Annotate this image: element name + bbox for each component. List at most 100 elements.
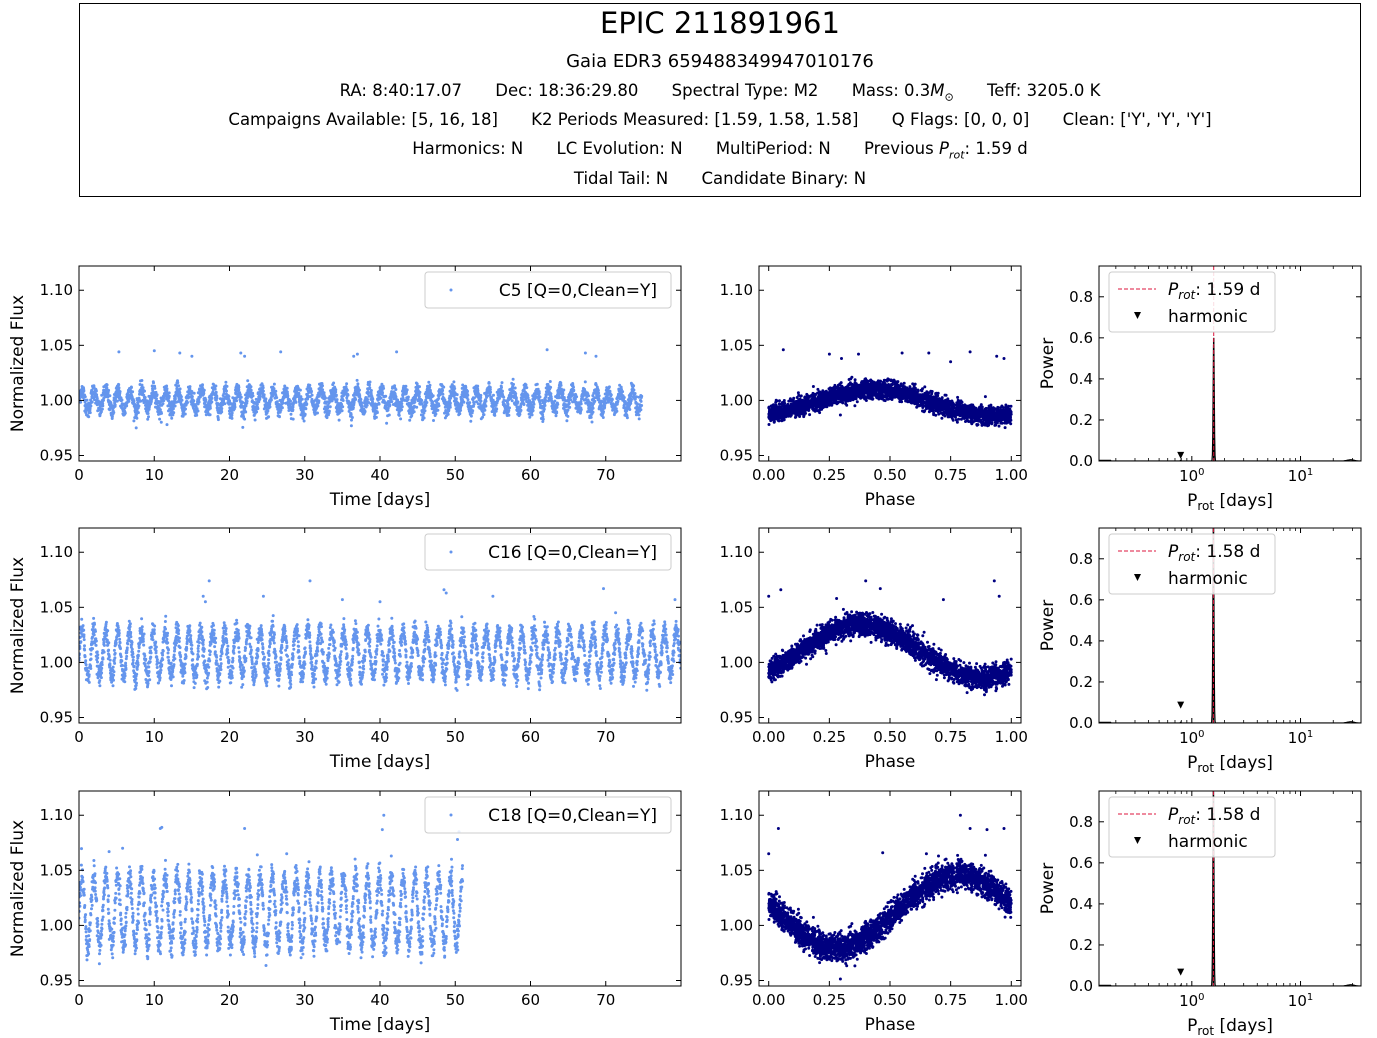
target-info-box: EPIC 211891961 Gaia EDR3 659488349947010… [79, 3, 1361, 197]
axes-frame [1098, 265, 1362, 462]
data-points [767, 579, 1013, 697]
x-tick-label: 40 [370, 991, 389, 1009]
previous-prot-text: Previous Prot: 1.59 d [864, 139, 1028, 162]
legend-harmonic-marker [1134, 574, 1141, 581]
y-axis-label: Normalized Flux [8, 557, 28, 694]
x-tick-label: 0.50 [873, 991, 906, 1009]
k2-periods-text: K2 Periods Measured: [1.59, 1.58, 1.58] [531, 110, 859, 129]
legend-box [424, 533, 672, 571]
y-tick-label: 1.05 [40, 336, 73, 354]
x-axis-label: Time [days] [329, 752, 430, 772]
x-tick-label: 0.25 [813, 466, 846, 484]
teff-text: Teff: 3205.0 K [987, 81, 1101, 100]
y-tick-label: 0.95 [720, 971, 753, 989]
header-row-coords: RA: 8:40:17.07 Dec: 18:36:29.80 Spectral… [80, 81, 1360, 103]
y-tick-label: 1.05 [40, 861, 73, 879]
y-tick-label: 0.95 [40, 446, 73, 464]
x-tick-label: 100 [1179, 729, 1204, 747]
x-tick-label: 10 [145, 991, 164, 1009]
x-tick-label: 70 [596, 728, 615, 746]
y-tick-label: 1.05 [720, 336, 753, 354]
y-tick-label: 0.4 [1069, 370, 1093, 388]
legend-harmonic-label: harmonic [1168, 569, 1248, 589]
harmonic-marker [1177, 701, 1185, 709]
q-flags-text: Q Flags: [0, 0, 0] [891, 110, 1030, 129]
plot-area [79, 813, 465, 967]
panel-phase-c18: 0.00 0.25 0.50 0.75 1.00 0.95 1.00 1.05 1.10 Phas… [720, 790, 1028, 1035]
legend-harmonic-marker [1134, 312, 1141, 319]
legend-box [1108, 533, 1276, 595]
axes-frame [1098, 527, 1362, 724]
x-axis-label: Phase [865, 490, 916, 510]
gaia-id: Gaia EDR3 659488349947010176 [566, 51, 874, 72]
y-tick-label: 0.95 [40, 971, 73, 989]
y-axis-label: Power [1038, 600, 1058, 651]
header-row-binary: Tidal Tail: N Candidate Binary: N [80, 169, 1360, 188]
x-tick-label: 50 [446, 466, 465, 484]
x-tick-label: 30 [295, 991, 314, 1009]
plot-area [767, 579, 1013, 697]
data-points [79, 813, 465, 967]
ra-text: RA: 8:40:17.07 [339, 81, 463, 100]
header-row-flags: Harmonics: N LC Evolution: N MultiPeriod… [80, 139, 1360, 161]
panel-phase-c16: 0.00 0.25 0.50 0.75 1.00 0.95 1.00 1.05 1.10 Phas… [720, 527, 1028, 772]
x-tick-label: 20 [220, 728, 239, 746]
legend-marker [449, 813, 453, 817]
y-axis-label: Normalized Flux [8, 295, 28, 432]
x-axis-label: Time [days] [329, 1015, 430, 1035]
target-title: EPIC 211891961 [600, 6, 840, 40]
x-tick-label: 0.50 [873, 466, 906, 484]
x-axis-label: Time [days] [329, 490, 430, 510]
x-tick-label: 1.00 [995, 728, 1028, 746]
x-tick-label: 20 [220, 466, 239, 484]
x-tick-label: 100 [1179, 992, 1204, 1010]
lc-evolution-text: LC Evolution: N [556, 139, 683, 158]
y-tick-label: 0.8 [1069, 550, 1093, 568]
legend-marker [449, 550, 453, 554]
y-tick-label: 1.00 [40, 391, 73, 409]
panel-timeseries-c5: 0 10 20 30 40 50 60 70 0.95 1.00 1.05 1.10 Time [day… [8, 265, 682, 510]
x-tick-label: 101 [1288, 729, 1313, 747]
panel-periodogram-c16: 100 101 0.0 0.2 0.4 0.6 0.8 Prot [days] Power Pro… [1038, 527, 1362, 775]
y-axis-label: Power [1038, 863, 1058, 914]
legend-harmonic-marker [1134, 837, 1141, 844]
legend-period-label: Prot: 1.58 d [1168, 805, 1260, 827]
periodogram-line [1099, 344, 1361, 461]
x-tick-label: 0.25 [813, 991, 846, 1009]
x-tick-label: 0 [74, 728, 84, 746]
legend-box [424, 796, 672, 834]
x-tick-label: 10 [145, 466, 164, 484]
y-tick-label: 0.6 [1069, 854, 1093, 872]
x-axis-label: Prot [days] [1187, 1016, 1273, 1038]
panel-periodogram-c18: 100 101 0.0 0.2 0.4 0.6 0.8 Prot [days] Power Pro… [1038, 790, 1362, 1038]
y-tick-label: 0.95 [720, 708, 753, 726]
x-tick-label: 100 [1179, 467, 1204, 485]
x-axis-label: Prot [days] [1187, 753, 1273, 775]
y-tick-label: 0.8 [1069, 288, 1093, 306]
header-row-campaigns: Campaigns Available: [5, 16, 18] K2 Peri… [80, 110, 1360, 129]
y-tick-label: 0.95 [40, 708, 73, 726]
x-tick-label: 0.00 [752, 991, 785, 1009]
y-tick-label: 1.05 [720, 598, 753, 616]
x-tick-label: 0 [74, 466, 84, 484]
x-tick-label: 40 [370, 466, 389, 484]
x-tick-label: 101 [1288, 467, 1313, 485]
x-tick-label: 70 [596, 991, 615, 1009]
y-tick-label: 0.0 [1069, 452, 1093, 470]
harmonic-marker [1177, 968, 1185, 976]
multiperiod-text: MultiPeriod: N [715, 139, 831, 158]
x-tick-label: 70 [596, 466, 615, 484]
x-tick-label: 101 [1288, 992, 1313, 1010]
x-tick-label: 50 [446, 991, 465, 1009]
clean-text: Clean: ['Y', 'Y', 'Y'] [1062, 110, 1212, 129]
y-tick-label: 1.10 [720, 543, 753, 561]
data-points [79, 348, 644, 430]
x-tick-label: 1.00 [995, 466, 1028, 484]
legend-label: C16 [Q=0,Clean=Y] [488, 543, 657, 563]
y-tick-label: 0.4 [1069, 895, 1093, 913]
legend-label: C18 [Q=0,Clean=Y] [488, 806, 657, 826]
plot-area [79, 348, 644, 430]
candidate-binary-text: Candidate Binary: N [701, 169, 867, 188]
harmonic-marker [1177, 451, 1185, 459]
